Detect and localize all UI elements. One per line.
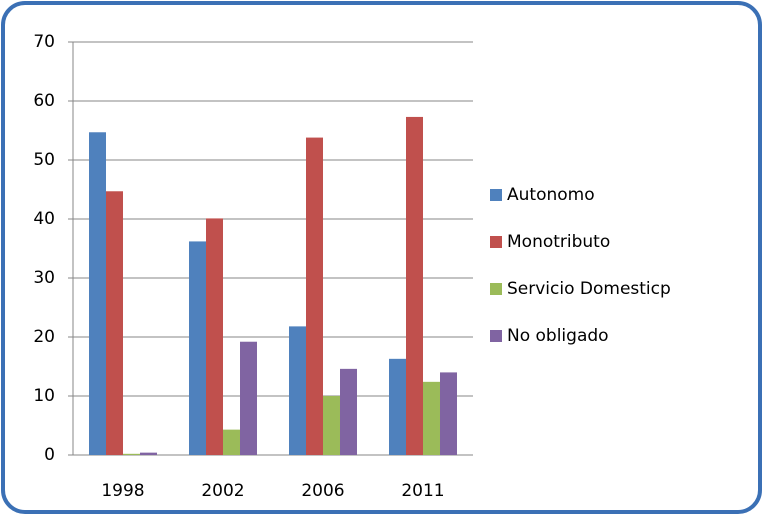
legend-swatch	[490, 283, 502, 295]
legend-label: Monotributo	[507, 232, 610, 252]
x-tick-label: 2002	[201, 481, 244, 501]
y-tick-label: 60	[33, 91, 55, 111]
bar	[406, 116, 423, 456]
legend-swatch	[490, 236, 502, 248]
legend-label: Autonomo	[507, 185, 595, 205]
y-tick-label: 20	[33, 327, 55, 347]
bar	[423, 381, 440, 455]
bar	[189, 241, 206, 455]
legend-swatch	[490, 189, 502, 201]
bar	[206, 218, 223, 455]
x-tick-label: 2006	[301, 481, 344, 501]
y-tick-label: 50	[33, 150, 55, 170]
bar	[340, 368, 357, 455]
bar	[323, 396, 340, 455]
bar	[89, 132, 106, 455]
y-tick-label: 0	[44, 445, 55, 465]
bar	[306, 137, 323, 455]
y-tick-label: 70	[33, 32, 55, 52]
x-tick-label: 1998	[101, 481, 144, 501]
bar	[289, 326, 306, 455]
y-tick-label: 10	[33, 386, 55, 406]
x-tick-label: 2011	[401, 481, 444, 501]
bar	[223, 429, 240, 455]
legend-swatch	[490, 330, 502, 342]
bar	[123, 453, 140, 455]
bar	[106, 191, 123, 455]
bar	[389, 358, 406, 455]
bar	[240, 341, 257, 455]
y-tick-label: 30	[33, 268, 55, 288]
legend-label: No obligado	[507, 326, 609, 346]
bar	[140, 452, 157, 455]
bar	[440, 372, 457, 455]
y-tick-label: 40	[33, 209, 55, 229]
legend-label: Servicio Domesticp	[507, 279, 671, 299]
